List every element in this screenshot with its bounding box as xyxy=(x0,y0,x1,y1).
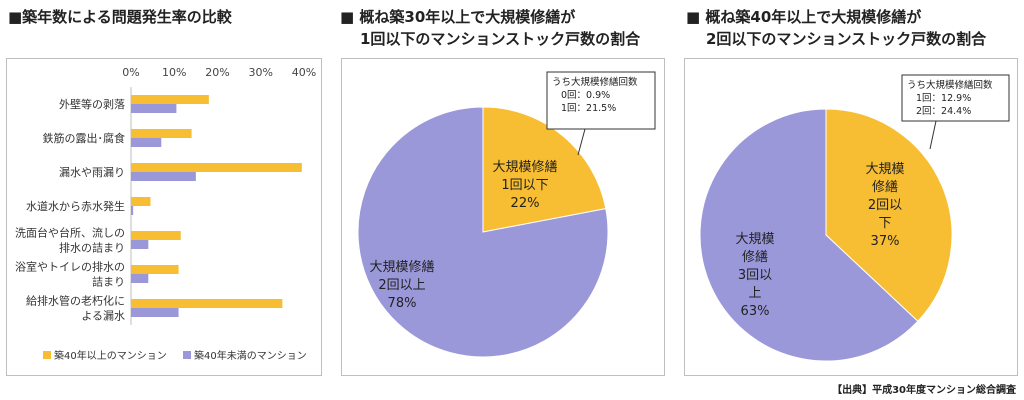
category-label: 給排水管の老朽化に xyxy=(26,294,125,308)
callout-leader xyxy=(577,128,586,156)
bar-under40 xyxy=(131,240,149,249)
chart1-title: ■築年数による問題発生率の比較 xyxy=(8,8,232,26)
callout-text: 1回：12.9% xyxy=(916,93,971,104)
x-tick-label: 40% xyxy=(292,66,316,79)
x-tick-label: 20% xyxy=(205,66,229,79)
x-tick-label: 10% xyxy=(162,66,186,79)
slice-label: 1回以下 xyxy=(501,178,548,193)
category-label: 鉄筋の露出･腐食 xyxy=(43,131,126,145)
bar-under40 xyxy=(131,274,149,283)
chart2-title-line1: ■ 概ね築30年以上で大規模修繕が xyxy=(340,8,576,26)
category-label: 排水の詰まり xyxy=(59,241,125,255)
slice-label: 大規模 xyxy=(735,232,774,247)
slice-label: 修繕 xyxy=(742,249,768,265)
chart3-title-line2: 2回以下のマンションストック戸数の割合 xyxy=(706,30,987,48)
category-label: 浴室やトイレの排水の xyxy=(15,260,125,274)
callout-text: 1回：21.5% xyxy=(561,103,616,114)
category-label: よる漏水 xyxy=(81,310,125,323)
legend-label: 築40年以上のマンション xyxy=(54,349,167,362)
x-tick-label: 0% xyxy=(122,66,139,79)
chart2-title-line2: 1回以下のマンションストック戸数の割合 xyxy=(360,30,641,48)
category-label: 詰まり xyxy=(92,275,125,289)
slice-label: 上 xyxy=(748,286,761,301)
bar-over40 xyxy=(131,265,179,274)
bar-over40 xyxy=(131,163,302,172)
bar-under40 xyxy=(131,172,196,181)
bar-over40 xyxy=(131,299,283,308)
callout-box xyxy=(546,71,656,130)
slice-label: 78% xyxy=(388,296,417,311)
category-label: 水道水から赤水発生 xyxy=(26,199,125,213)
slice-label: 2回以 xyxy=(868,198,902,213)
pie-chart-30y-panel: 大規模修繕 1回以下 22% 大規模修繕 2回以上 78% うち大規模修繕回数 0回：0.9%… xyxy=(341,58,665,376)
bar-over40 xyxy=(131,197,151,206)
slice-label: 修繕 xyxy=(872,179,898,195)
callout-text: うち大規模修繕回数 xyxy=(552,76,638,88)
pie-slice xyxy=(357,106,609,358)
slice-label: 63% xyxy=(741,304,770,319)
bar-over40 xyxy=(131,231,181,240)
bar-over40 xyxy=(131,129,192,138)
slice-label: 3回以 xyxy=(738,268,772,283)
bar-chart: 0% 10% 20% 30% 40% 外壁等の剥落鉄筋の露出･腐食漏水や雨漏り水道水から赤… xyxy=(15,66,316,362)
bar-under40 xyxy=(131,138,162,147)
slice-label: 22% xyxy=(511,196,540,211)
callout-box xyxy=(901,74,1010,122)
callout-text: うち大規模修繕回数 xyxy=(907,79,993,91)
category-label: 洗面台や台所、流しの xyxy=(15,226,125,240)
category-label: 外壁等の剥落 xyxy=(59,97,125,111)
slice-label: 2回以上 xyxy=(378,278,425,293)
legend-label: 築40年未満のマンション xyxy=(194,349,307,362)
slice-label: 大規模 xyxy=(865,162,904,177)
pie-slice xyxy=(825,108,953,322)
callout-text: 0回：0.9% xyxy=(561,90,610,101)
pie-slice xyxy=(699,108,919,362)
source-note: 【出典】平成30年度マンション総合調査 xyxy=(832,385,1016,396)
bar-under40 xyxy=(131,308,179,317)
bar-under40 xyxy=(131,104,177,113)
slice-label: 37% xyxy=(871,234,900,249)
callout-leader xyxy=(929,120,937,150)
category-label: 漏水や雨漏り xyxy=(59,166,125,179)
legend-swatch xyxy=(183,351,191,359)
chart3-title-line1: ■ 概ね築40年以上で大規模修繕が xyxy=(686,8,922,26)
pie-chart-40y: 大規模修繕2回以下37%大規模修繕3回以上63%うち大規模修繕回数1回：12.9… xyxy=(699,74,1010,362)
slice-label: 大規模修繕 xyxy=(492,159,557,175)
pie-chart-30y: 大規模修繕 1回以下 22% 大規模修繕 2回以上 78% うち大規模修繕回数 0回：0.9%… xyxy=(357,71,656,358)
pie-chart-40y-panel: 大規模 修繕 2回以下 37% 大規模 修繕 3回以上 63% うち大規模修繕回数 1回：12.9… xyxy=(684,58,1018,376)
bar-chart-panel: 0% 10% 20% 30% 40% 外壁等の剥落鉄筋の露出･腐食漏水や雨漏り水道水から赤… xyxy=(6,58,322,376)
x-tick-label: 30% xyxy=(249,66,273,79)
bar-over40 xyxy=(131,95,209,104)
slice-label: 大規模修繕 xyxy=(369,259,434,275)
bar-under40 xyxy=(131,206,134,215)
callout-text: 2回：24.4% xyxy=(916,106,971,117)
legend-swatch xyxy=(43,351,51,359)
slice-label: 下 xyxy=(878,216,891,231)
pie-slice xyxy=(482,106,607,233)
